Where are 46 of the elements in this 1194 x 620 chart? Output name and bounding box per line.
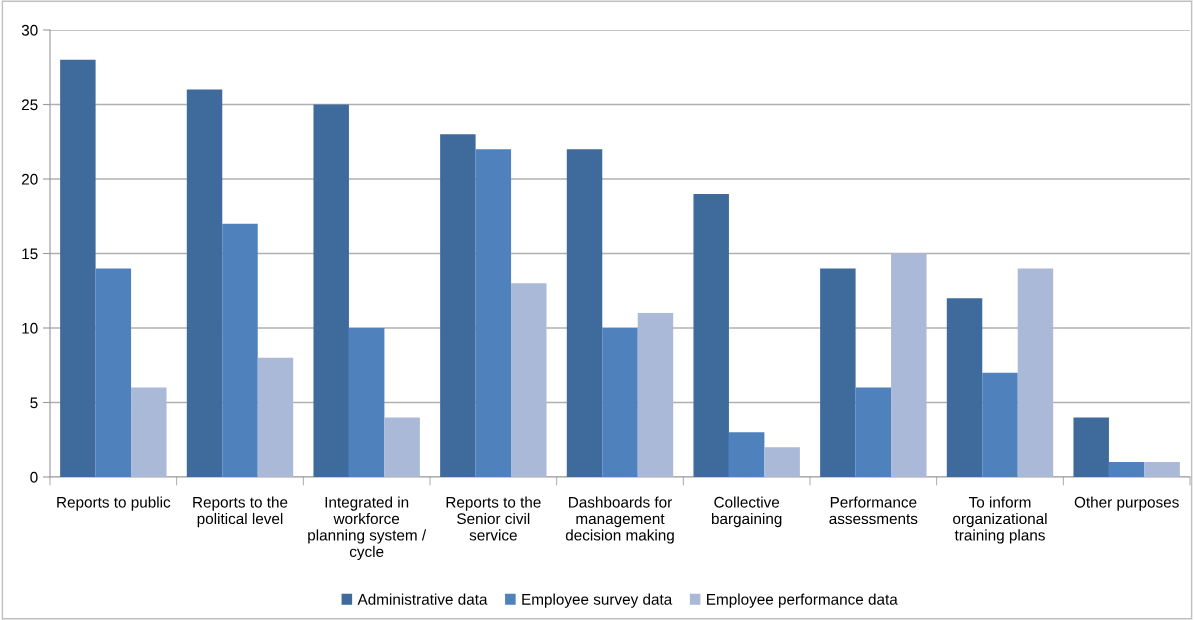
y-tick-label: 10 <box>22 322 38 334</box>
bar <box>511 283 547 477</box>
bar <box>475 149 512 477</box>
bar <box>891 253 927 477</box>
x-tick-label: Performance assessments <box>829 496 918 525</box>
bar <box>566 149 603 477</box>
bar <box>440 134 476 477</box>
x-tick-label: To inform organizational training plans <box>953 496 1047 544</box>
bar <box>222 223 258 477</box>
bar <box>186 89 223 477</box>
legend-label: Administrative data <box>357 593 488 605</box>
bar <box>946 298 983 477</box>
bar <box>348 328 385 477</box>
x-tick-label: Reports to public <box>57 496 171 511</box>
bar <box>764 447 800 477</box>
y-tick-label: 5 <box>30 397 38 409</box>
legend-label: Employee survey data <box>522 593 673 608</box>
y-tick-label: 25 <box>21 99 38 111</box>
bar <box>384 417 420 477</box>
x-tick-label: Collective bargaining <box>711 496 782 528</box>
bar <box>982 372 1018 477</box>
bar <box>60 59 96 477</box>
x-tick-label: Reports to the political level <box>193 496 288 528</box>
bar <box>1017 268 1054 477</box>
bar <box>313 104 349 477</box>
bar <box>602 328 638 477</box>
y-tick-label: 30 <box>21 24 38 36</box>
x-tick-label: Reports to the Senior civil service <box>446 496 541 541</box>
bar <box>820 268 856 477</box>
y-tick-label: 15 <box>22 248 38 260</box>
bar <box>257 357 294 477</box>
bar <box>637 313 674 477</box>
x-tick-label: Other purposes <box>1074 496 1179 511</box>
y-tick-label: 0 <box>30 471 38 483</box>
bar <box>855 387 892 477</box>
bar <box>131 387 167 477</box>
bar <box>1073 417 1109 477</box>
bar <box>1108 462 1145 477</box>
bar <box>1144 462 1180 477</box>
x-tick-label: Dashboards for management decision making <box>565 496 674 544</box>
bar <box>693 193 729 477</box>
legend-label: Employee performance data <box>707 593 898 608</box>
y-tick-label: 20 <box>21 173 38 185</box>
bar <box>728 432 765 477</box>
x-tick-label: Integrated in workforce planning system / cycle <box>308 496 427 561</box>
bar <box>95 268 132 477</box>
